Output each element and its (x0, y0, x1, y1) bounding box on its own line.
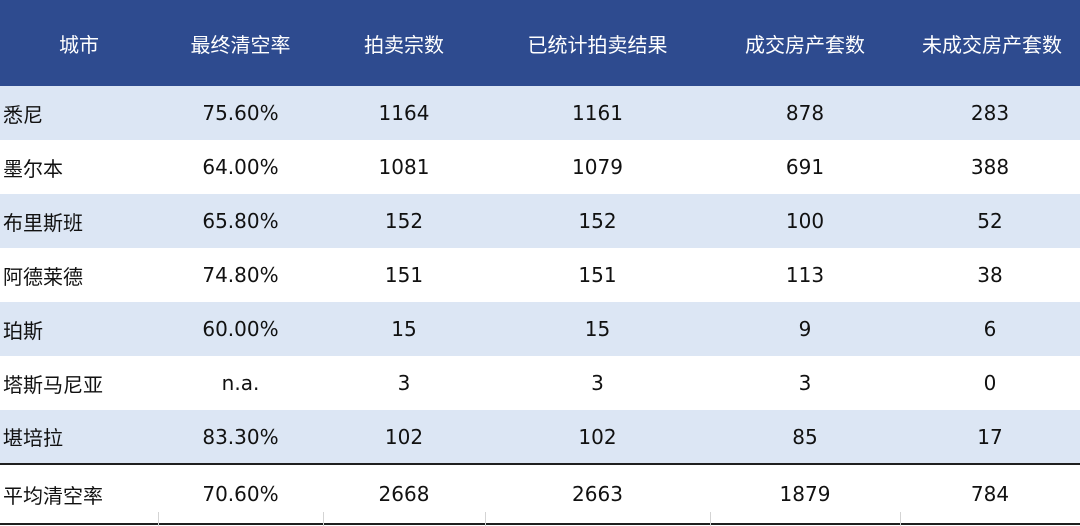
cell-auctions[interactable]: 102 (384, 424, 424, 449)
cell-city[interactable]: 珀斯 (3, 318, 43, 343)
cell-summary-unsold[interactable]: 784 (970, 482, 1010, 506)
header-auctions[interactable]: 拍卖宗数 (364, 32, 444, 57)
cell-unsold[interactable]: 388 (970, 155, 1010, 179)
cell-city[interactable]: 墨尔本 (3, 156, 63, 181)
cell-auctions[interactable]: 15 (391, 317, 417, 341)
cell-sold[interactable]: 113 (785, 263, 825, 287)
table-row: 塔斯马尼亚 n.a. 3 3 3 0 (0, 356, 1080, 410)
cell-sold[interactable]: 3 (798, 371, 812, 395)
cell-sold[interactable]: 85 (792, 424, 818, 449)
cell-reported-results[interactable]: 1079 (572, 155, 623, 179)
cell-clearance-rate[interactable]: 65.80% (202, 209, 279, 233)
cell-city[interactable]: 悉尼 (3, 102, 43, 127)
cell-unsold[interactable]: 38 (977, 263, 1003, 287)
cell-clearance-rate[interactable]: 64.00% (202, 155, 279, 179)
selected-column-indicator (158, 0, 323, 3)
cell-clearance-rate[interactable]: 83.30% (202, 424, 279, 449)
cell-sold[interactable]: 878 (785, 101, 825, 125)
table-row: 堪培拉 83.30% 102 102 85 17 (0, 410, 1080, 464)
table-row: 墨尔本 64.00% 1081 1079 691 388 (0, 140, 1080, 194)
cell-clearance-rate[interactable]: 60.00% (202, 317, 279, 341)
cell-reported-results[interactable]: 152 (578, 209, 617, 233)
header-city[interactable]: 城市 (59, 32, 99, 57)
header-clearance-rate[interactable]: 最终清空率 (190, 32, 291, 57)
cell-sold[interactable]: 691 (785, 155, 825, 179)
cell-reported-results[interactable]: 1161 (572, 101, 623, 125)
cell-auctions[interactable]: 1164 (378, 101, 430, 125)
cell-city[interactable]: 塔斯马尼亚 (3, 372, 103, 397)
cell-auctions[interactable]: 152 (384, 209, 424, 233)
header-reported-results[interactable]: 已统计拍卖结果 (527, 32, 668, 57)
cell-reported-results[interactable]: 15 (584, 317, 611, 341)
cell-summary-auctions[interactable]: 2668 (378, 482, 430, 506)
cell-sold[interactable]: 100 (785, 209, 825, 233)
table-row: 布里斯班 65.80% 152 152 100 52 (0, 194, 1080, 248)
cell-unsold[interactable]: 17 (977, 424, 1003, 449)
table-row: 悉尼 75.60% 1164 1161 878 283 (0, 86, 1080, 140)
cell-summary-sold[interactable]: 1879 (779, 482, 831, 506)
empty-row-gridlines (0, 512, 1080, 526)
table-header-row: 城市 最终清空率 拍卖宗数 已统计拍卖结果 成交房产套数 未成交房产套数 (0, 0, 1080, 86)
cell-reported-results[interactable]: 102 (578, 424, 617, 449)
table-row: 阿德莱德 74.80% 151 151 113 38 (0, 248, 1080, 302)
header-sold[interactable]: 成交房产套数 (745, 32, 865, 57)
cell-unsold[interactable]: 0 (983, 371, 997, 395)
cell-auctions[interactable]: 1081 (378, 155, 430, 179)
cell-city[interactable]: 布里斯班 (3, 210, 83, 235)
table-row: 珀斯 60.00% 15 15 9 6 (0, 302, 1080, 356)
cell-reported-results[interactable]: 3 (591, 371, 604, 395)
cell-clearance-rate[interactable]: n.a. (221, 371, 260, 395)
cell-clearance-rate[interactable]: 74.80% (202, 263, 279, 287)
header-unsold[interactable]: 未成交房产套数 (922, 32, 1062, 57)
cell-unsold[interactable]: 6 (983, 317, 997, 341)
cell-summary-clearance-rate[interactable]: 70.60% (202, 482, 279, 506)
cell-unsold[interactable]: 283 (970, 101, 1010, 125)
cell-unsold[interactable]: 52 (977, 209, 1003, 233)
cell-reported-results[interactable]: 151 (578, 263, 617, 287)
cell-city[interactable]: 堪培拉 (3, 426, 63, 450)
cell-summary-label[interactable]: 平均清空率 (3, 483, 103, 508)
cell-clearance-rate[interactable]: 75.60% (202, 101, 279, 125)
cell-sold[interactable]: 9 (798, 317, 812, 341)
cell-summary-reported-results[interactable]: 2663 (572, 482, 623, 506)
cell-city[interactable]: 阿德莱德 (3, 264, 83, 289)
cell-auctions[interactable]: 151 (384, 263, 424, 287)
cell-auctions[interactable]: 3 (397, 371, 411, 395)
